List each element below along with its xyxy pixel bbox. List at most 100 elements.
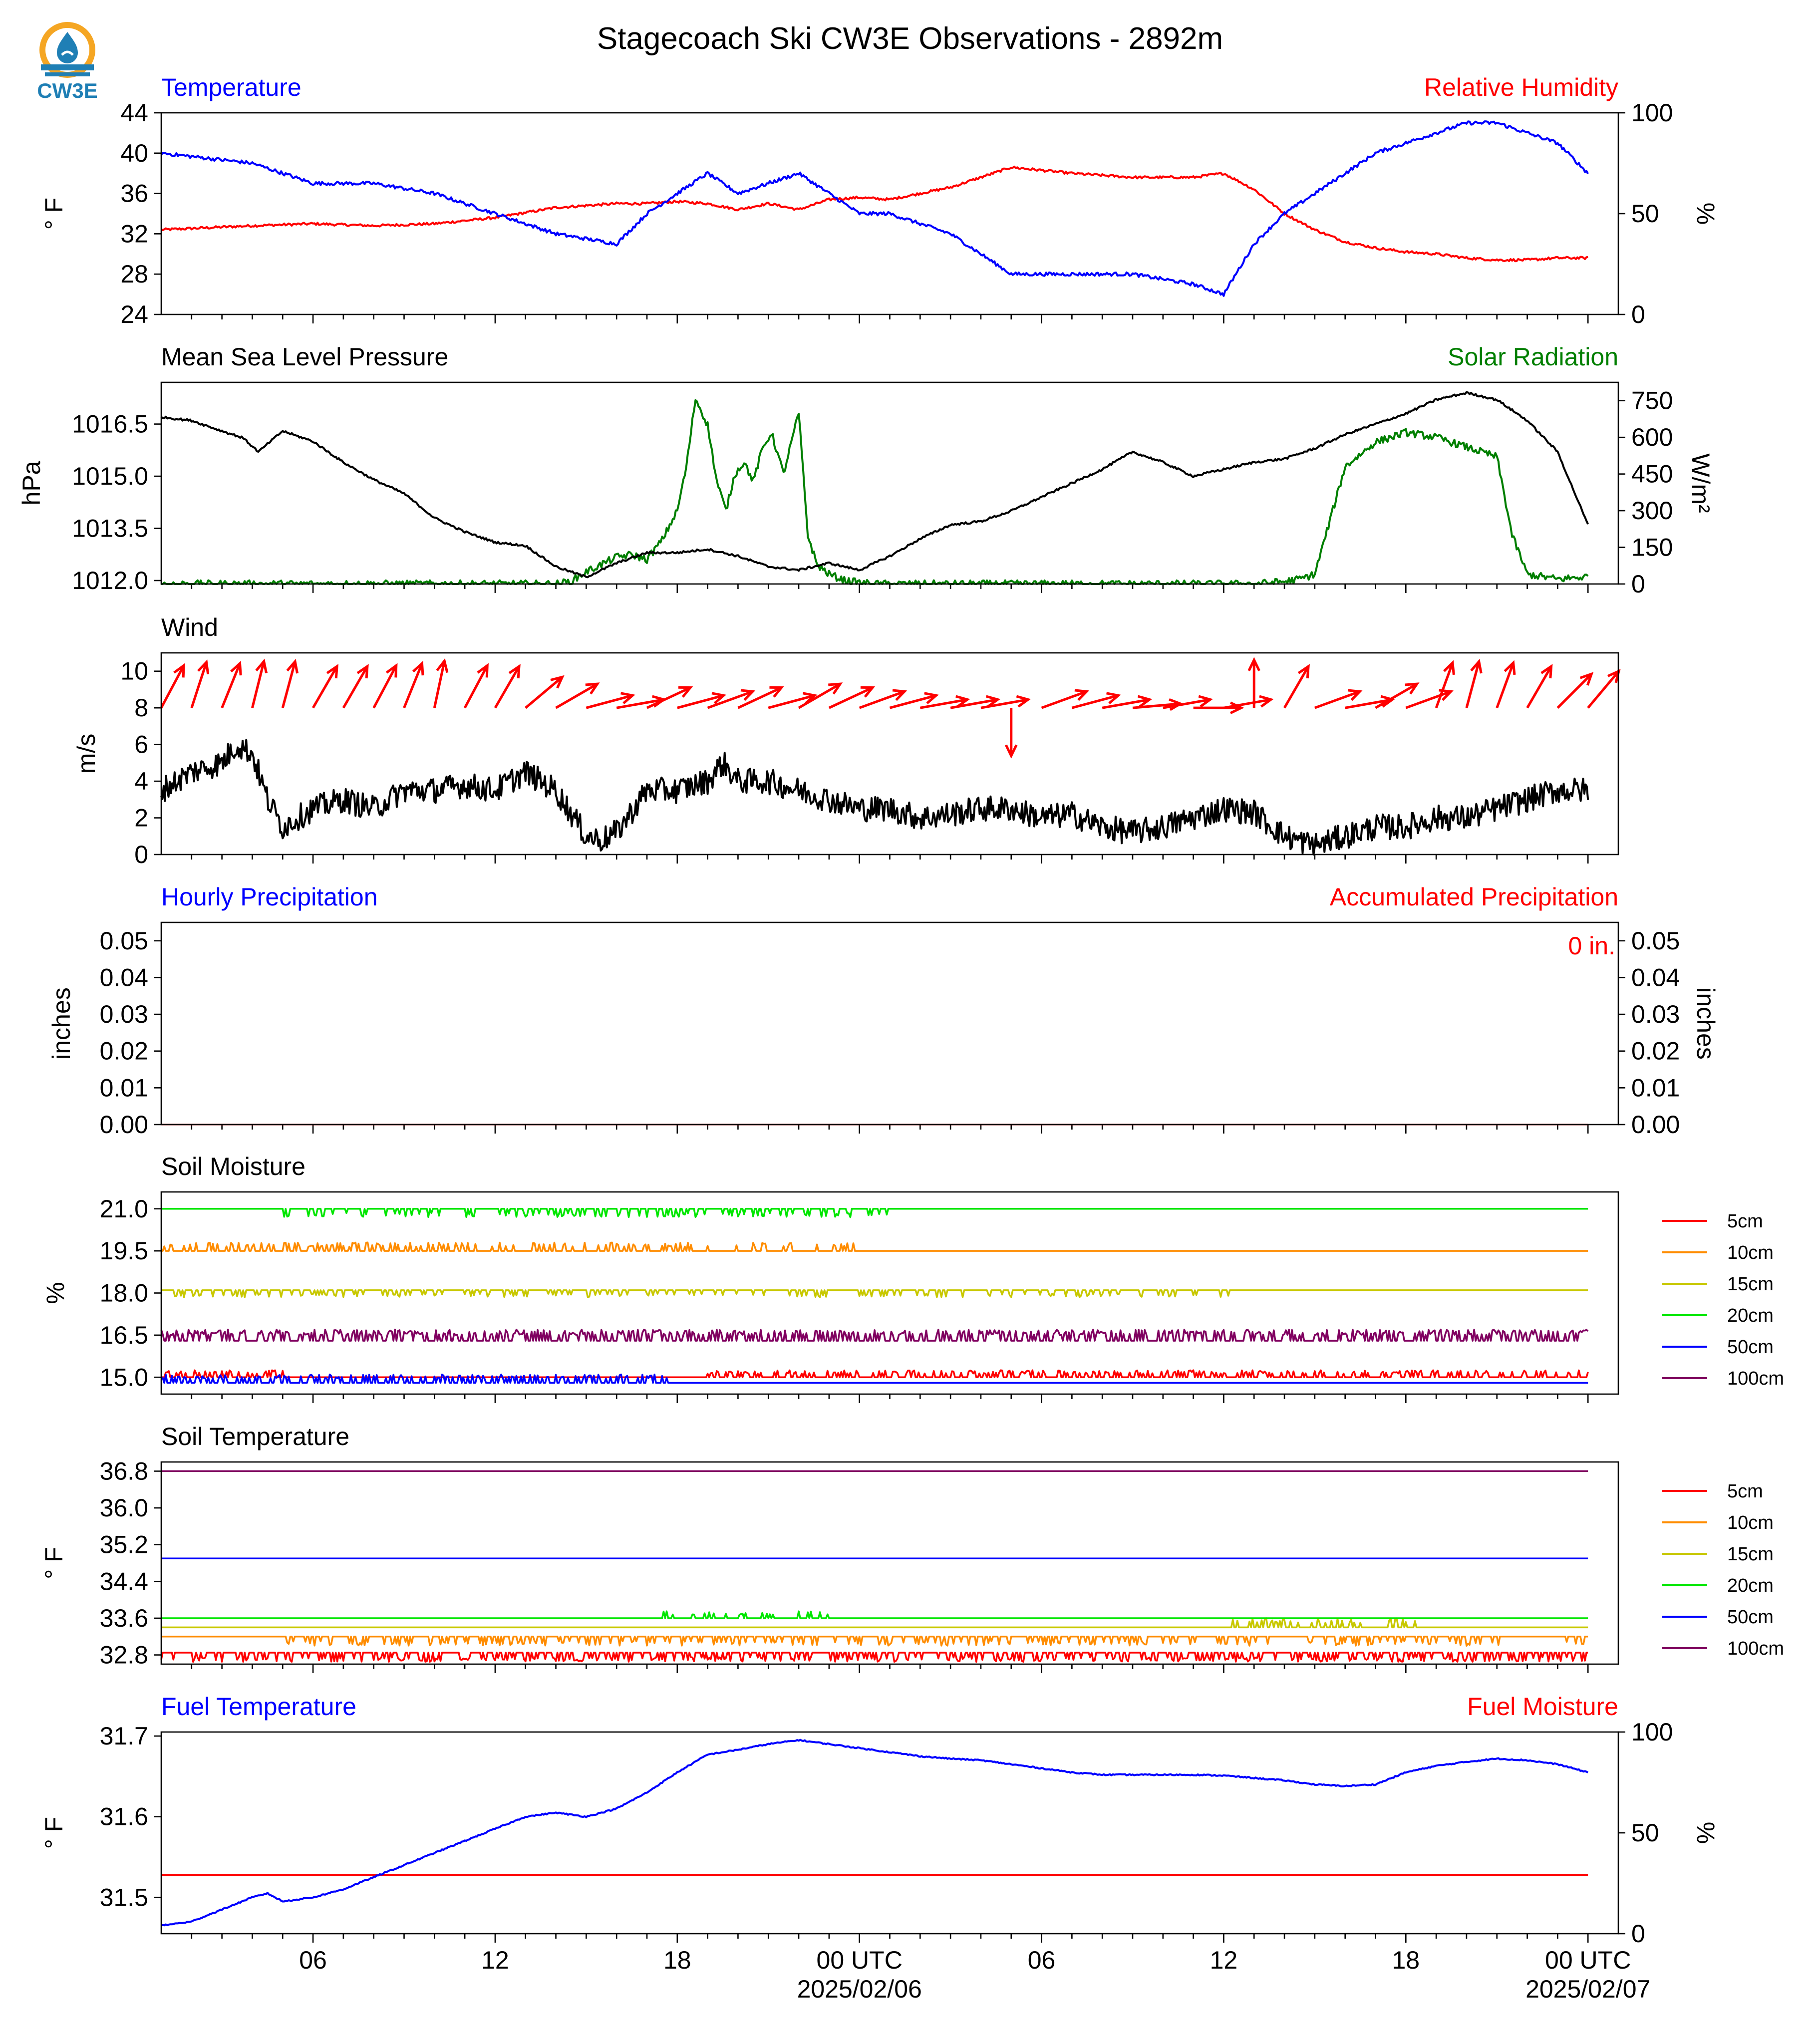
soil_moisture-series-10cm [161,1241,1588,1252]
wind-arrow [311,664,338,709]
wind-arrow [586,692,635,709]
legend-label: 20cm [1727,1305,1774,1326]
legend-item: 100cm [1662,1368,1784,1389]
temperature_humidity-y-tick-label: 36 [120,180,148,208]
solar-series-line [161,399,1589,585]
wind-arrow [950,695,1001,709]
wind-arrow [1005,708,1018,759]
precipitation-y-tick-label: 0.05 [100,927,148,955]
cw3e-logo: CW3E [30,17,105,102]
wind-arrow [463,663,489,709]
wind-arrow [1405,689,1454,709]
fuel-ylabel-left: ° F [40,1817,68,1849]
wind-arrow [1071,692,1121,709]
precipitation-left-title: Hourly Precipitation [161,883,378,911]
accumulated-precip-annotation: 0 in. [1568,932,1615,960]
wind-arrow [1223,695,1274,709]
precipitation-ylabel-right: inches [1692,987,1720,1060]
temperature_humidity-y-tick-label: 24 [120,300,148,328]
fuel-right-title: Fuel Moisture [1467,1693,1618,1721]
soil_moisture-y-tick-label: 15.0 [100,1363,148,1391]
wind-arrow [1465,658,1483,708]
pressure_solar-y2-tick-label: 450 [1631,460,1673,488]
wind-arrow [919,695,970,709]
wind-arrow [342,664,369,709]
logo-text: CW3E [37,79,98,102]
soil_moisture-ylabel-left: % [41,1282,69,1304]
soil_temperature-y-tick-label: 32.8 [100,1641,148,1669]
rh-series-line [161,165,1588,263]
precipitation-ylabel-left: inches [47,987,75,1060]
wind-arrow [1526,664,1553,709]
soil_moisture-y-tick-label: 19.5 [100,1237,148,1265]
legend-label: 10cm [1727,1242,1774,1263]
precipitation-y-tick-label: 0.01 [100,1074,148,1102]
pressure_solar-y-tick-label: 1015.0 [72,462,148,490]
legend-item: 20cm [1662,1305,1774,1326]
wind-arrow [281,658,299,708]
x-tick-label: 18 [663,1946,691,1974]
legend-label: 50cm [1727,1607,1774,1628]
precipitation-y-tick-label: 0.00 [100,1111,148,1139]
fuel-y2-tick-label: 0 [1631,1920,1645,1948]
panel-frame [160,1191,1619,1395]
wind-arrow [677,692,727,709]
legend-label: 50cm [1727,1337,1774,1358]
pressure_solar-y-tick-label: 1013.5 [72,515,148,543]
soil_moisture-y-tick-label: 16.5 [100,1321,148,1349]
wind-arrow [1283,664,1310,709]
soil_moisture-series-15cm [161,1289,1588,1298]
wind-arrow [889,692,939,709]
wind-arrow [1041,689,1090,709]
soil_temperature-series-20cm [161,1610,1588,1619]
wind-arrow [1587,669,1621,709]
x-date-label: 2025/02/07 [1525,1975,1650,2003]
precipitation-y-tick-label: 0.02 [100,1037,148,1065]
soil_temperature-y-tick-label: 35.2 [100,1531,148,1559]
x-tick-label: 00 UTC [817,1946,903,1974]
precipitation-y2-tick-label: 0.04 [1631,963,1680,991]
pressure_solar-ylabel-left: hPa [17,461,45,505]
wind-arrow [1163,695,1213,709]
temperature_humidity-y-tick-label: 32 [120,220,148,248]
wind-y-tick-label: 4 [134,767,148,795]
legend-item: 50cm [1662,1337,1774,1358]
legend-item: 5cm [1662,1211,1763,1232]
wind-arrow [646,686,693,709]
pressure-series-line [160,391,1589,579]
temperature_humidity-ylabel-left: ° F [40,198,68,230]
panel-frame [160,652,1619,856]
wind-arrow [1375,682,1420,709]
temperature_humidity-y2-tick-label: 0 [1631,300,1645,328]
fuel-y-tick-label: 31.6 [100,1803,148,1831]
precipitation-y2-tick-label: 0.00 [1631,1111,1680,1139]
legend-item: 5cm [1662,1481,1763,1502]
soil_temperature-series-5cm [160,1652,1588,1663]
precipitation-right-title: Accumulated Precipitation [1330,883,1618,911]
legend-item: 20cm [1662,1575,1774,1596]
precipitation-y-tick-label: 0.04 [100,963,148,991]
wind-arrow [494,664,521,709]
soil_moisture-series-20cm [161,1208,1588,1218]
wind-left-title: Wind [161,613,218,641]
fuel-ylabel-right: % [1692,1822,1720,1844]
precipitation-y2-tick-label: 0.02 [1631,1037,1680,1065]
soil_moisture-left-title: Soil Moisture [161,1153,305,1180]
wind-arrow [525,675,565,709]
wind-y-tick-label: 0 [134,841,148,869]
fuel-left-title: Fuel Temperature [161,1693,356,1721]
pressure_solar-y2-tick-label: 150 [1631,534,1673,562]
pressure_solar-y2-tick-label: 300 [1631,497,1673,525]
legend-label: 100cm [1727,1368,1784,1389]
wind-arrow [1435,660,1455,709]
wind-arrow [221,660,242,709]
wind-arrow [190,659,210,708]
wind-y-tick-label: 10 [120,657,148,685]
legend-label: 15cm [1727,1544,1774,1565]
soil_temperature-y-tick-label: 34.4 [100,1567,148,1595]
wind-arrow [707,689,756,709]
x-tick-label: 18 [1392,1946,1420,1974]
pressure_solar-y-tick-label: 1012.0 [72,567,148,594]
legend-label: 5cm [1727,1481,1763,1502]
x-tick-label: 12 [481,1946,509,1974]
